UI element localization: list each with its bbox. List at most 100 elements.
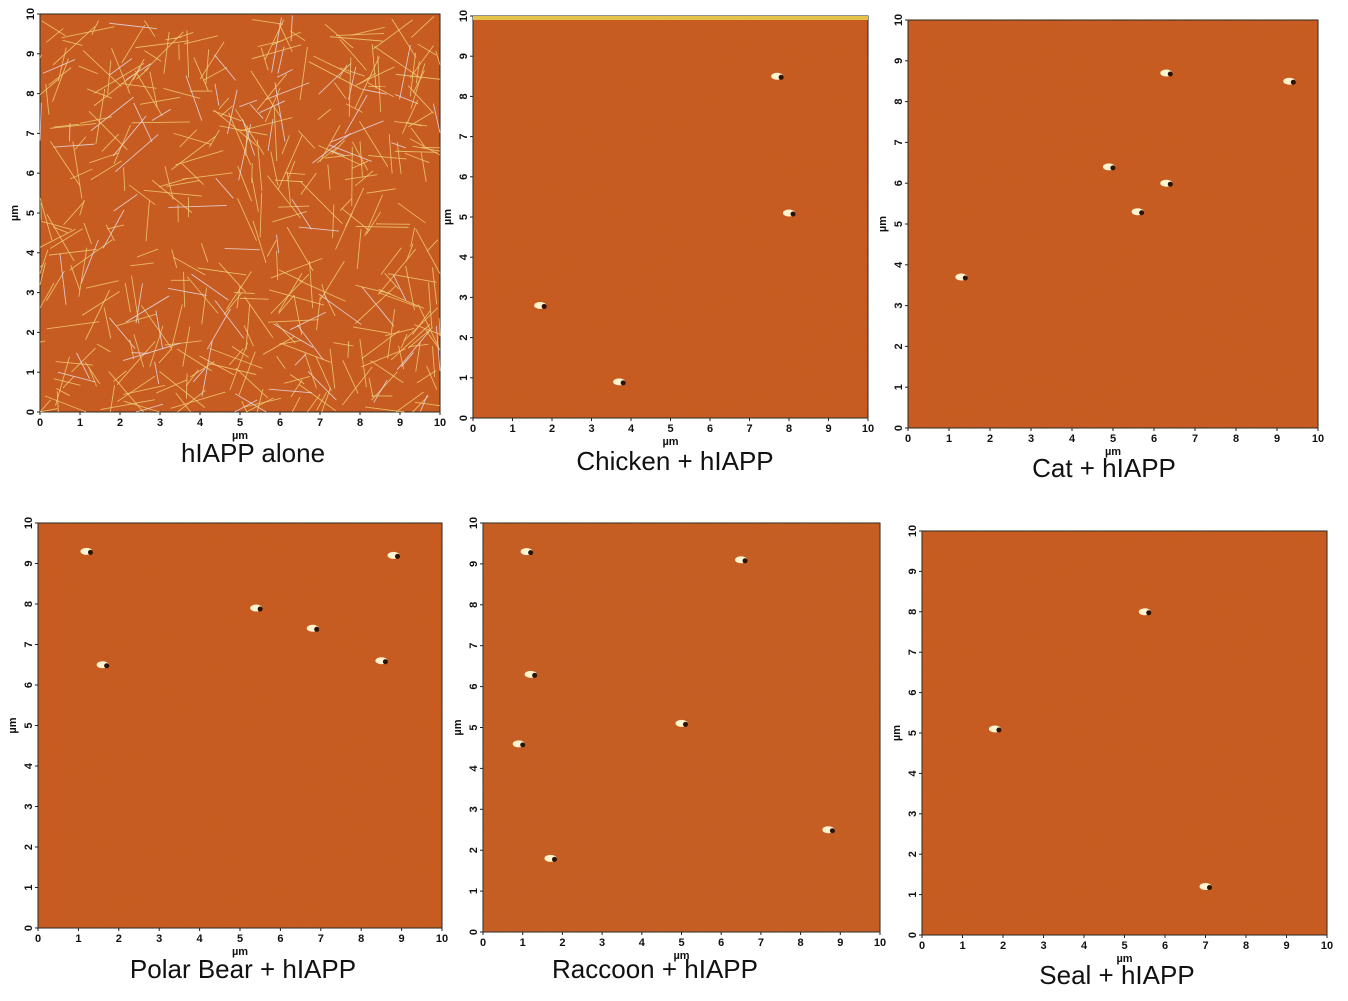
fibril (231, 346, 250, 358)
y-axis-label: µm (452, 719, 464, 735)
x-tick-label: 8 (798, 937, 804, 949)
y-tick-label: 3 (25, 290, 37, 296)
fibril (124, 283, 131, 313)
x-tick-label: 10 (862, 423, 874, 435)
fibril (401, 100, 419, 134)
fibril (345, 187, 365, 228)
fibril (214, 83, 220, 106)
y-tick-label: 1 (25, 369, 37, 375)
fibril (287, 160, 296, 181)
particle-shadow (1139, 210, 1145, 216)
fibril (229, 342, 249, 391)
x-axis-label: µm (1105, 446, 1121, 458)
fibril (345, 103, 363, 113)
fibril (425, 329, 441, 351)
y-tick-label: 1 (458, 375, 470, 381)
fibril (39, 77, 60, 96)
y-tick-label: 10 (23, 517, 35, 529)
fibril (244, 296, 274, 338)
x-tick-label: 2 (116, 933, 122, 945)
x-tick-label: 9 (1274, 433, 1280, 445)
y-tick-label: 2 (23, 844, 35, 850)
fibril (96, 343, 111, 353)
fibril (56, 391, 59, 413)
afm-texture (908, 20, 1318, 428)
y-tick-label: 3 (907, 811, 919, 817)
x-tick-label: 6 (277, 417, 283, 429)
fibril (431, 267, 438, 305)
fibril (400, 334, 408, 349)
fibril (273, 323, 314, 348)
y-tick-label: 8 (23, 601, 35, 607)
fibril (409, 138, 441, 156)
fibril (286, 171, 291, 204)
fibril (109, 58, 133, 76)
fibril (392, 274, 407, 301)
fibril (93, 73, 136, 107)
x-tick-label: 5 (678, 937, 684, 949)
fibril (316, 296, 321, 331)
scan-edge (473, 16, 868, 20)
fibril (338, 64, 348, 79)
fibril (239, 99, 258, 108)
fibril (52, 226, 68, 234)
fibril (214, 300, 245, 339)
fibril (277, 69, 293, 78)
y-tick-label: 1 (23, 884, 35, 890)
panel-caption: Polar Bear + hIAPP (130, 954, 356, 984)
y-tick-label: 4 (23, 762, 35, 769)
fibril (416, 370, 437, 384)
x-tick-label: 7 (746, 423, 752, 435)
fibril (121, 83, 157, 89)
fibril (354, 56, 380, 109)
fibril (251, 44, 302, 60)
fibril (304, 353, 317, 389)
fibril (352, 326, 391, 334)
fibril (240, 117, 293, 132)
fibril (290, 15, 293, 42)
fibril (135, 40, 189, 49)
fibril (348, 57, 352, 117)
fibril (274, 82, 286, 142)
fibril (105, 224, 116, 242)
afm-texture (922, 531, 1327, 935)
fibril (183, 271, 186, 308)
particle-shadow (87, 549, 93, 555)
y-tick-label: 1 (907, 892, 919, 898)
y-tick-label: 3 (468, 806, 480, 812)
fibril (166, 179, 201, 187)
particle-shadow (996, 727, 1002, 733)
fibril (76, 352, 91, 380)
fibril (53, 123, 80, 128)
fibril (354, 170, 374, 187)
y-tick-label: 10 (468, 517, 480, 529)
fibril (281, 135, 290, 155)
fibril (52, 58, 69, 102)
fibril (273, 105, 278, 161)
panel-caption: Chicken + hIAPP (576, 446, 773, 476)
fibril (93, 62, 145, 94)
x-tick-label: 1 (946, 433, 952, 445)
panel-caption: Cat + hIAPP (1032, 453, 1176, 483)
fibril (135, 283, 143, 324)
fibril (399, 44, 411, 100)
fibril (70, 264, 81, 291)
fibril (214, 54, 237, 81)
x-tick-label: 10 (1312, 433, 1324, 445)
x-tick-label: 7 (758, 937, 764, 949)
fibril (128, 184, 156, 206)
fibril (226, 89, 238, 135)
fibril (371, 44, 377, 89)
y-tick-label: 0 (23, 925, 35, 931)
x-tick-label: 6 (1151, 433, 1157, 445)
fibril (83, 222, 92, 245)
fibril (88, 366, 97, 387)
fibril (249, 104, 264, 119)
x-tick-label: 6 (1162, 940, 1168, 952)
fibril (266, 240, 277, 257)
fibril (134, 70, 163, 117)
fibril (201, 287, 207, 325)
x-tick-label: 2 (1000, 940, 1006, 952)
